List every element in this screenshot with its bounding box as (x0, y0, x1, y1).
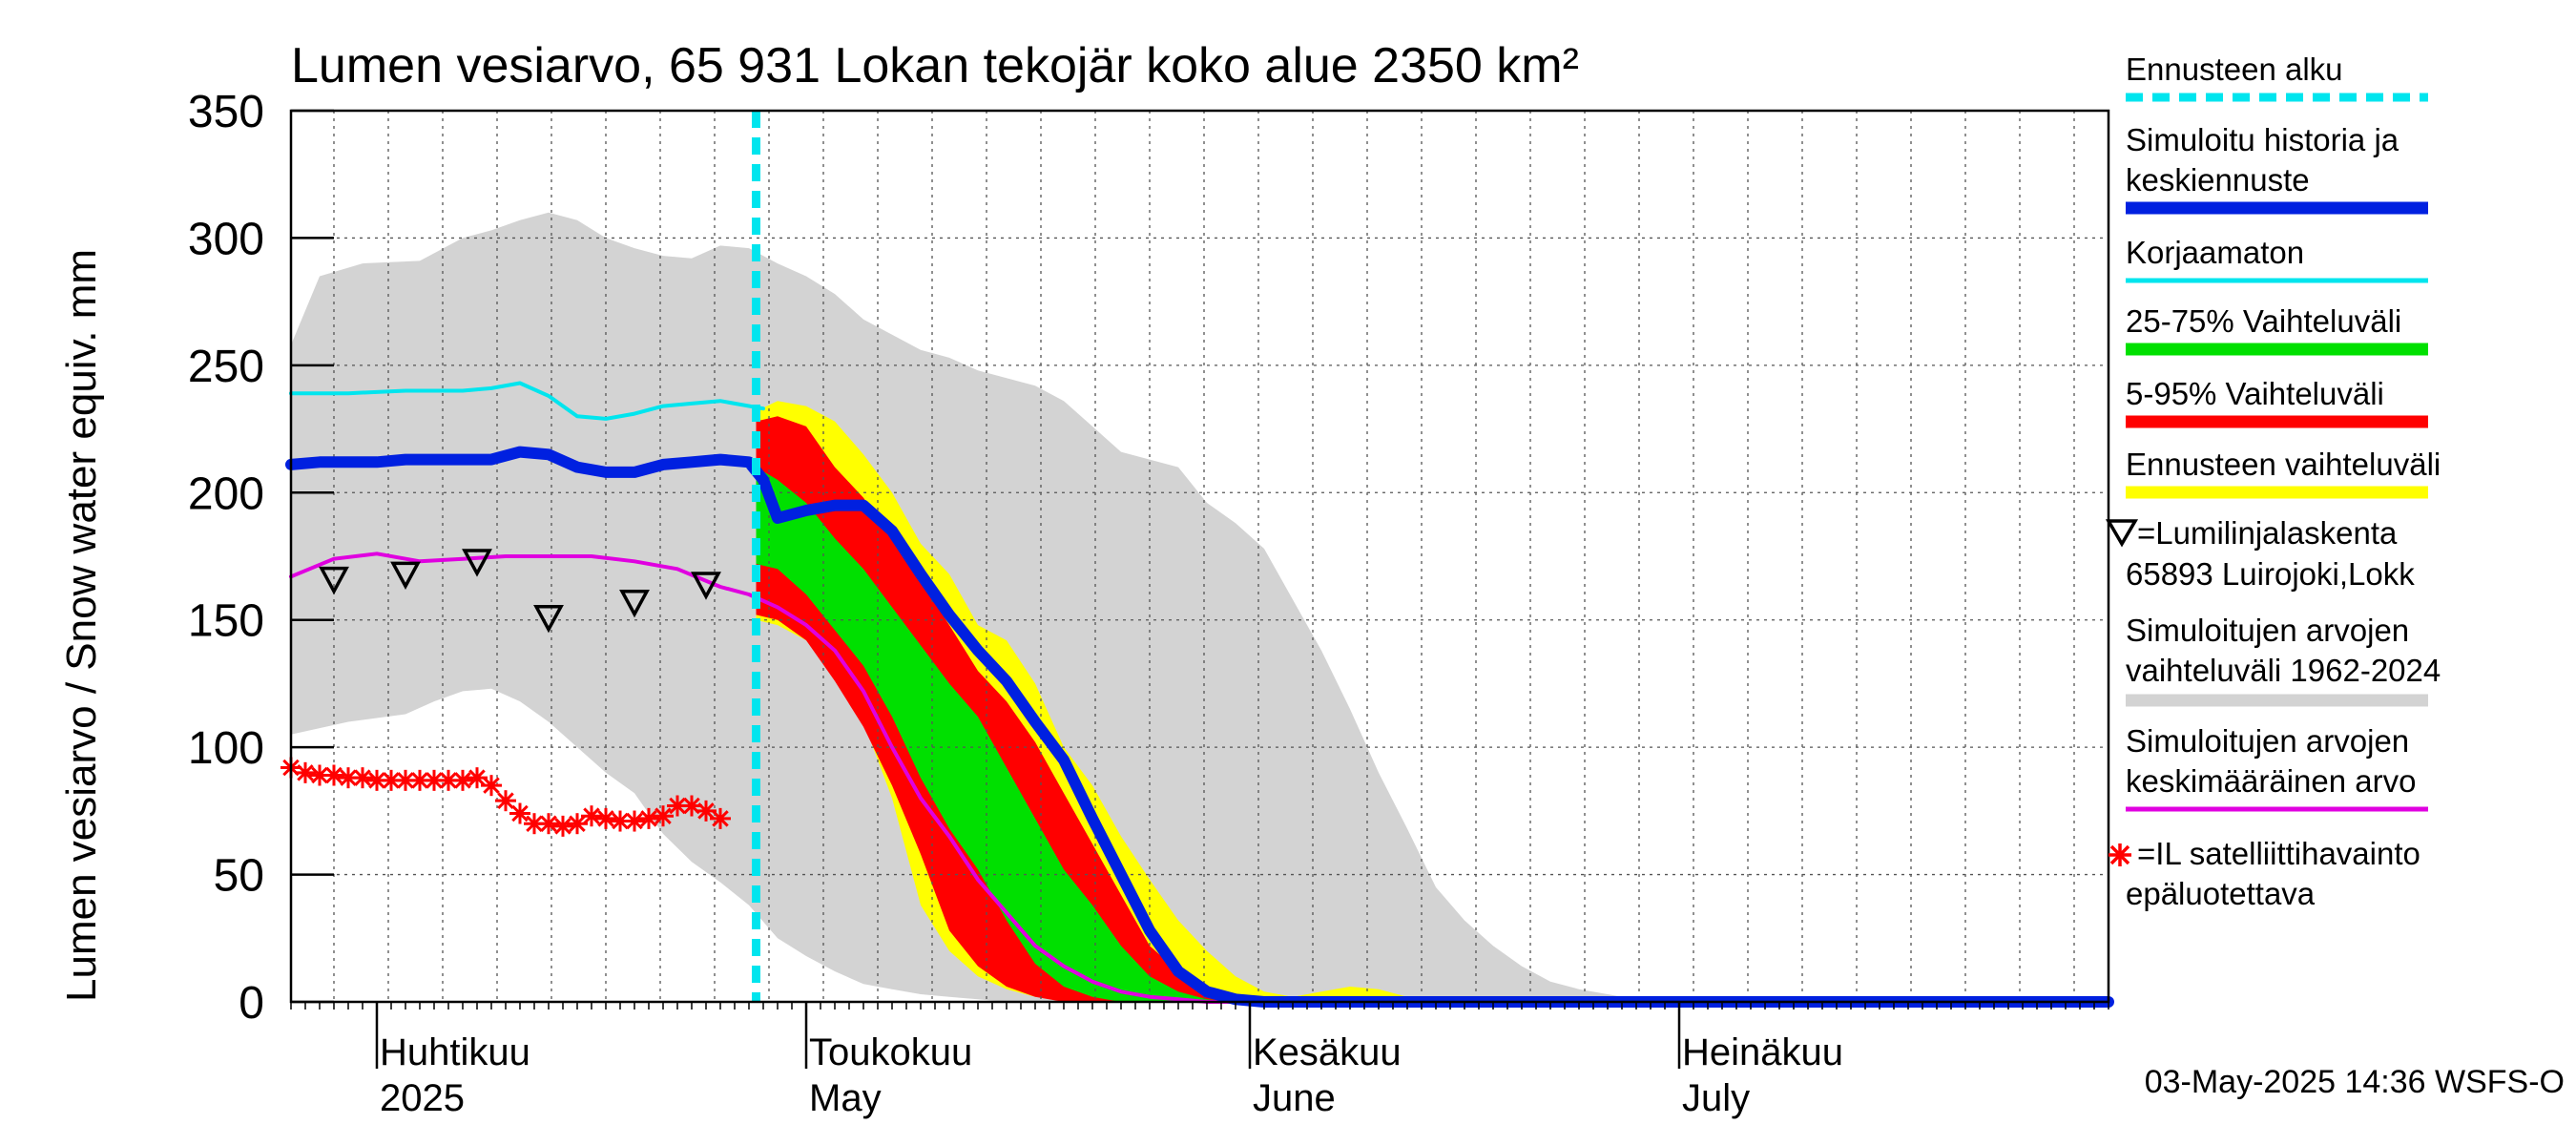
y-axis-label: Lumen vesiarvo / Snow water equiv. mm (58, 249, 105, 1002)
snow-line-observation-marker (390, 561, 421, 591)
legend-forecast-start-label: Ennusteen alku (2126, 52, 2343, 87)
satellite-observation-marker (452, 769, 473, 791)
legend-forecast-range-label: Ennusteen vaihteluväli (2126, 447, 2441, 482)
sim-range-band (291, 212, 2109, 1002)
legend-sim-history-label-2: keskiennuste (2126, 162, 2310, 198)
satellite-observation-marker (495, 790, 516, 812)
x-month-label: Heinäkuu (1682, 1031, 1843, 1073)
legend-uncorrected-label: Korjaamaton (2126, 235, 2304, 270)
legend-obs-triangle-icon (2105, 519, 2139, 548)
y-tick-label: 250 (188, 342, 264, 392)
satellite-observation-marker (509, 802, 530, 824)
satellite-observation-marker (295, 761, 316, 783)
satellite-observation-marker (352, 767, 373, 789)
legend-satellite-asterisk-icon (2109, 843, 2131, 866)
legend-sim-history-label-1: Simuloitu historia ja (2126, 122, 2399, 157)
satellite-observation-marker (710, 807, 731, 829)
legend-sim-mean-label-1: Simuloitujen arvojen (2126, 723, 2409, 759)
satellite-observation-marker (323, 764, 344, 786)
satellite-observation-marker (567, 813, 588, 835)
snow-line-observation-marker (462, 549, 492, 577)
y-tick-label: 200 (188, 468, 264, 519)
x-month-sublabel: July (1682, 1077, 1750, 1119)
snow-line-observation-marker (619, 589, 650, 618)
satellite-observation-marker (467, 767, 488, 789)
chart-title: Lumen vesiarvo, 65 931 Lokan tekojär kok… (291, 38, 1579, 94)
satellite-observation-marker (538, 813, 559, 835)
legend-satellite-label-2: epäluotettava (2126, 876, 2316, 911)
x-month-label: Huhtikuu (380, 1031, 530, 1073)
satellite-observation-marker (638, 807, 659, 829)
y-tick-label: 0 (239, 978, 264, 1029)
legend-sim-range-label-1: Simuloitujen arvojen (2126, 613, 2409, 648)
x-month-sublabel: May (809, 1077, 882, 1119)
series-sim-mean (289, 552, 2110, 1004)
x-month-label: Toukokuu (809, 1031, 972, 1073)
satellite-observation-marker (696, 800, 717, 822)
satellite-observation-marker (552, 815, 573, 837)
legend-sim-range-label-2: vaihteluväli 1962-2024 (2126, 653, 2441, 688)
plot-area (280, 110, 2114, 1008)
satellite-observation-marker (595, 807, 616, 829)
legend-sim-mean-label-2: keskimääräinen arvo (2126, 763, 2416, 799)
timestamp: 03-May-2025 14:36 WSFS-O (2145, 1064, 2565, 1100)
x-month-label: Kesäkuu (1253, 1031, 1402, 1073)
snow-line-observation-marker (533, 604, 564, 634)
satellite-observation-marker (610, 810, 631, 832)
satellite-observation-marker (653, 805, 674, 827)
satellite-observation-marker (395, 769, 416, 791)
plot-border (289, 109, 2110, 1004)
satellite-observation-marker (581, 805, 602, 827)
legend-obs-label-2: 65893 Luirojoki,Lokk (2126, 556, 2415, 592)
satellite-observation-marker (481, 775, 502, 797)
satellite-observation-marker (624, 810, 645, 832)
legend: Ennusteen alku Simuloitu historia ja kes… (2105, 52, 2441, 911)
x-month-sublabel: 2025 (380, 1077, 465, 1119)
x-month-sublabel: June (1253, 1077, 1336, 1119)
legend-5-95-label: 5-95% Vaihteluväli (2126, 376, 2384, 411)
y-tick-label: 300 (188, 214, 264, 264)
legend-obs-label-1: =Lumilinjalaskenta (2137, 515, 2398, 551)
snow-line-observation-marker (319, 566, 349, 595)
y-tick-label: 100 (188, 723, 264, 774)
y-tick-label: 50 (214, 851, 264, 902)
series-uncorrected (289, 381, 765, 421)
y-tick-label: 350 (188, 87, 264, 137)
legend-satellite-label-1: =IL satelliittihavainto (2137, 836, 2420, 871)
series-sim-history (285, 446, 2114, 1008)
band-5-95 (756, 416, 2109, 1002)
y-tick-label: 150 (188, 596, 264, 647)
legend-25-75-label: 25-75% Vaihteluväli (2126, 303, 2401, 339)
snow-line-observation-marker (691, 572, 721, 600)
